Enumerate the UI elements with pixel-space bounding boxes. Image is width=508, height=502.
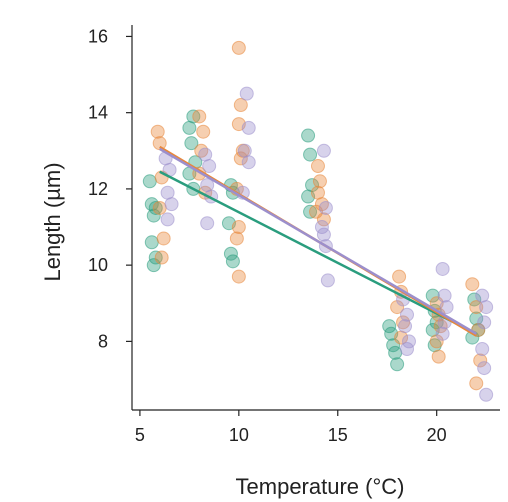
- series-3: [158, 86, 494, 402]
- data-point: [160, 212, 175, 227]
- data-point: [477, 315, 492, 330]
- data-point: [469, 300, 484, 315]
- data-point: [316, 143, 331, 158]
- data-point: [231, 220, 246, 235]
- data-point: [435, 326, 450, 341]
- y-tick-label: 16: [88, 26, 108, 46]
- data-point: [156, 231, 171, 246]
- data-point: [231, 269, 246, 284]
- data-point: [477, 361, 492, 376]
- x-tick-label: 10: [229, 425, 249, 445]
- data-point: [390, 357, 405, 372]
- data-point: [316, 227, 331, 242]
- data-point: [469, 311, 484, 326]
- y-axis-label: Length (µm): [40, 162, 65, 281]
- y-tick-label: 10: [88, 255, 108, 275]
- data-point: [435, 261, 450, 276]
- data-point: [241, 155, 256, 170]
- y-tick-label: 8: [98, 331, 108, 351]
- data-point: [196, 124, 211, 139]
- data-point: [439, 300, 454, 315]
- data-point: [186, 109, 201, 124]
- data-point: [303, 147, 318, 162]
- data-point: [239, 86, 254, 101]
- data-point: [194, 143, 209, 158]
- data-point: [310, 159, 325, 174]
- data-point: [225, 254, 240, 269]
- y-tick-label: 14: [88, 103, 108, 123]
- series-2: [150, 40, 488, 391]
- data-point: [392, 269, 407, 284]
- data-point: [400, 342, 415, 357]
- fit-line-3: [159, 147, 477, 335]
- y-tick-label: 12: [88, 179, 108, 199]
- data-point: [150, 124, 165, 139]
- data-point: [142, 174, 157, 189]
- axes: 5 10 15 20 8 10 12 14 16: [88, 25, 500, 445]
- data-point: [320, 273, 335, 288]
- data-point: [437, 288, 452, 303]
- x-axis-label: Temperature (°C): [236, 474, 405, 499]
- data-point: [144, 235, 159, 250]
- data-point: [301, 128, 316, 143]
- x-tick-label: 15: [328, 425, 348, 445]
- y-axis-ticks: 8 10 12 14 16: [88, 26, 132, 351]
- data-point: [479, 300, 494, 315]
- data-point: [303, 204, 318, 219]
- x-tick-label: 20: [427, 425, 447, 445]
- fit-line-1: [159, 170, 477, 335]
- data-point: [479, 387, 494, 402]
- data-point: [312, 174, 327, 189]
- data-point: [431, 349, 446, 364]
- data-point: [152, 200, 167, 215]
- data-point: [164, 197, 179, 212]
- x-tick-label: 5: [135, 425, 145, 445]
- x-axis-ticks: 5 10 15 20: [135, 410, 447, 445]
- data-point: [396, 315, 411, 330]
- data-point: [229, 231, 244, 246]
- data-points: [142, 40, 494, 402]
- data-point: [192, 109, 207, 124]
- data-point: [469, 376, 484, 391]
- regression-lines: [159, 145, 477, 337]
- data-point: [231, 40, 246, 55]
- data-point: [154, 250, 169, 265]
- data-point: [184, 136, 199, 151]
- data-point: [318, 200, 333, 215]
- data-point: [148, 200, 163, 215]
- data-point: [310, 185, 325, 200]
- data-point: [425, 288, 440, 303]
- data-point: [388, 345, 403, 360]
- data-point: [202, 159, 217, 174]
- data-point: [144, 197, 159, 212]
- data-point: [475, 342, 490, 357]
- data-point: [473, 353, 488, 368]
- data-point: [233, 98, 248, 113]
- data-point: [398, 319, 413, 334]
- data-point: [465, 277, 480, 292]
- data-point: [233, 151, 248, 166]
- data-point: [200, 216, 215, 231]
- data-point: [400, 307, 415, 322]
- data-point: [241, 120, 256, 135]
